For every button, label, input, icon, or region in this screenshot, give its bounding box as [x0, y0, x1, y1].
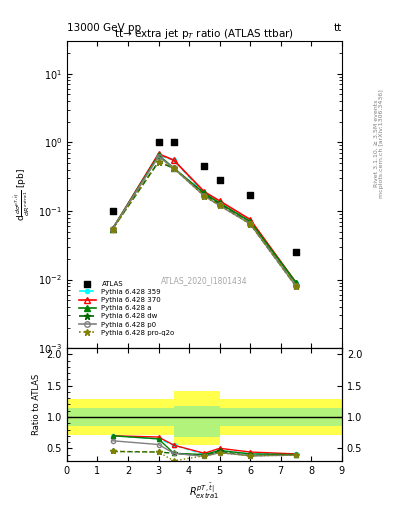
- Pythia 6.428 p0: [171, 165, 176, 171]
- Pythia 6.428 370: [156, 151, 161, 157]
- Pythia 6.428 370: [294, 280, 298, 286]
- Pythia 6.428 p0: [156, 154, 161, 160]
- Pythia 6.428 pro-q2o: [202, 193, 207, 199]
- ATLAS: [171, 138, 177, 146]
- Pythia 6.428 359: [217, 200, 222, 206]
- Pythia 6.428 359: [156, 152, 161, 158]
- Pythia 6.428 370: [171, 157, 176, 163]
- Pythia 6.428 pro-q2o: [171, 165, 176, 171]
- ATLAS: [247, 191, 253, 199]
- Text: Rivet 3.1.10, ≥ 3.5M events: Rivet 3.1.10, ≥ 3.5M events: [374, 100, 379, 187]
- Pythia 6.428 a: [248, 219, 253, 225]
- Pythia 6.428 pro-q2o: [110, 226, 115, 232]
- Line: Pythia 6.428 p0: Pythia 6.428 p0: [110, 154, 299, 289]
- Pythia 6.428 pro-q2o: [156, 159, 161, 165]
- Text: ATLAS_2020_I1801434: ATLAS_2020_I1801434: [161, 276, 248, 285]
- Pythia 6.428 a: [217, 200, 222, 206]
- Pythia 6.428 p0: [248, 221, 253, 227]
- Pythia 6.428 p0: [217, 202, 222, 208]
- Pythia 6.428 a: [156, 152, 161, 158]
- Y-axis label: Ratio to ATLAS: Ratio to ATLAS: [32, 374, 41, 435]
- ATLAS: [293, 248, 299, 257]
- Line: Pythia 6.428 a: Pythia 6.428 a: [110, 153, 299, 286]
- Pythia 6.428 p0: [110, 226, 115, 232]
- Pythia 6.428 pro-q2o: [217, 202, 222, 208]
- Line: Pythia 6.428 370: Pythia 6.428 370: [110, 151, 299, 286]
- Text: tt: tt: [334, 23, 342, 33]
- Pythia 6.428 dw: [110, 226, 115, 232]
- Pythia 6.428 359: [294, 280, 298, 286]
- Line: Pythia 6.428 pro-q2o: Pythia 6.428 pro-q2o: [109, 158, 299, 290]
- Pythia 6.428 dw: [171, 165, 176, 171]
- ATLAS: [110, 207, 116, 215]
- Pythia 6.428 370: [248, 217, 253, 223]
- Pythia 6.428 359: [248, 219, 253, 225]
- Pythia 6.428 dw: [248, 221, 253, 227]
- Pythia 6.428 dw: [156, 159, 161, 165]
- Text: mcplots.cern.ch [arXiv:1306.3436]: mcplots.cern.ch [arXiv:1306.3436]: [379, 89, 384, 198]
- Pythia 6.428 359: [202, 190, 207, 197]
- Pythia 6.428 370: [202, 189, 207, 195]
- Line: Pythia 6.428 dw: Pythia 6.428 dw: [109, 158, 299, 290]
- Pythia 6.428 dw: [294, 283, 298, 289]
- Pythia 6.428 370: [110, 226, 115, 232]
- X-axis label: $R^{pT,\bar{t}|}_{extra1}$: $R^{pT,\bar{t}|}_{extra1}$: [189, 481, 220, 501]
- Text: 13000 GeV pp: 13000 GeV pp: [67, 23, 141, 33]
- Pythia 6.428 a: [171, 165, 176, 171]
- Pythia 6.428 359: [171, 157, 176, 163]
- Title: tt→ extra jet p$_T$ ratio (ATLAS ttbar): tt→ extra jet p$_T$ ratio (ATLAS ttbar): [114, 27, 294, 41]
- Pythia 6.428 p0: [202, 193, 207, 199]
- ATLAS: [217, 176, 223, 184]
- Pythia 6.428 dw: [202, 192, 207, 198]
- Pythia 6.428 359: [110, 226, 115, 232]
- Line: Pythia 6.428 359: Pythia 6.428 359: [110, 153, 298, 285]
- Pythia 6.428 370: [217, 198, 222, 204]
- Legend: ATLAS, Pythia 6.428 359, Pythia 6.428 370, Pythia 6.428 a, Pythia 6.428 dw, Pyth: ATLAS, Pythia 6.428 359, Pythia 6.428 37…: [76, 278, 178, 338]
- Pythia 6.428 pro-q2o: [248, 221, 253, 227]
- Pythia 6.428 p0: [294, 283, 298, 289]
- Y-axis label: d$\frac{d\sigma^{pT,\bar{t}|}}{dR^{extra1}}$ [pb]: d$\frac{d\sigma^{pT,\bar{t}|}}{dR^{extra…: [13, 168, 32, 221]
- ATLAS: [155, 138, 162, 146]
- Pythia 6.428 dw: [217, 201, 222, 207]
- Pythia 6.428 pro-q2o: [294, 283, 298, 289]
- Pythia 6.428 a: [294, 280, 298, 286]
- Pythia 6.428 a: [202, 190, 207, 197]
- Pythia 6.428 a: [110, 226, 115, 232]
- ATLAS: [201, 162, 208, 170]
